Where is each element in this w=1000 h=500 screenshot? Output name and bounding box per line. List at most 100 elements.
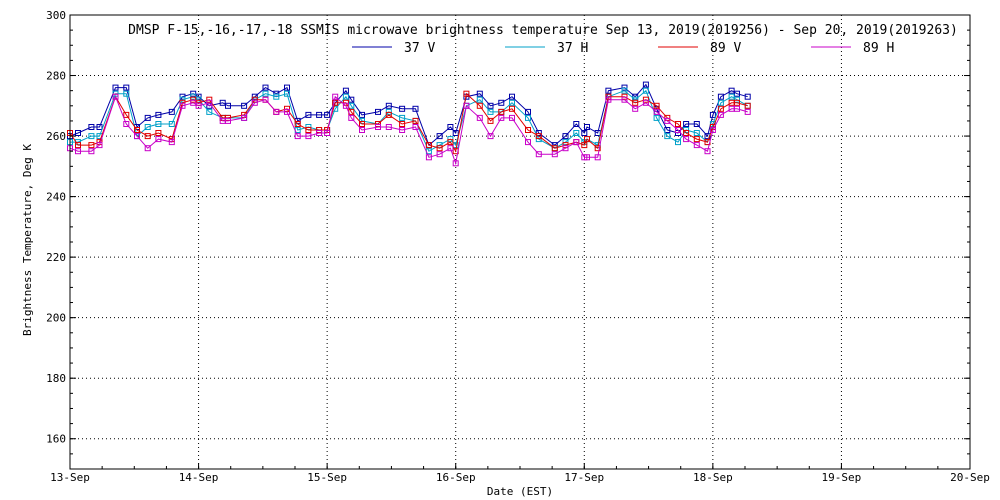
data-point: [664, 127, 671, 133]
data-point: [452, 130, 459, 136]
data-point: [342, 102, 349, 109]
data-point: [675, 127, 681, 133]
data-point: [96, 142, 103, 149]
data-point: [653, 108, 660, 115]
legend-item: 89 V: [658, 41, 741, 56]
data-point: [693, 121, 700, 127]
data-point: [632, 96, 639, 103]
data-point: [704, 148, 711, 155]
x-tick-label: 17-Sep: [564, 471, 604, 484]
y-tick-label: 200: [46, 312, 66, 325]
data-point: [284, 90, 290, 97]
data-point: [206, 99, 213, 106]
data-point: [123, 90, 130, 97]
data-point: [476, 96, 483, 103]
data-point: [385, 102, 392, 109]
data-point: [509, 114, 515, 121]
data-point: [642, 81, 649, 88]
data-point: [262, 96, 269, 103]
chart-title: DMSP F-15,-16,-17,-18 SSMIS microwave br…: [128, 23, 958, 38]
data-point: [359, 121, 365, 127]
data-point: [190, 96, 197, 103]
data-point: [359, 127, 365, 133]
data-point: [155, 121, 162, 127]
data-point: [75, 148, 81, 155]
y-axis: 160 180 200 220 240 260 280 300: [46, 9, 970, 470]
data-point: [155, 111, 162, 118]
data-point: [675, 139, 681, 146]
series-37-v: [67, 81, 751, 149]
data-point: [642, 87, 649, 94]
x-axis-label: Date (EST): [487, 485, 553, 498]
data-point: [112, 93, 119, 100]
data-point: [399, 114, 406, 121]
data-point: [525, 139, 531, 146]
data-point: [452, 160, 459, 167]
data-point: [324, 130, 331, 136]
data-point: [535, 151, 542, 158]
data-point: [683, 130, 690, 136]
data-point: [605, 87, 612, 94]
data-point: [632, 99, 639, 106]
data-point: [551, 151, 558, 158]
data-point: [525, 114, 531, 121]
x-tick-label: 13-Sep: [50, 471, 90, 484]
data-point: [316, 111, 323, 118]
data-point: [385, 111, 392, 118]
data-point: [562, 133, 569, 140]
data-point: [155, 136, 162, 143]
data-point: [436, 151, 443, 158]
legend-item: 37 V: [352, 41, 435, 56]
data-point: [241, 102, 248, 109]
data-point: [535, 130, 542, 136]
data-point: [144, 124, 151, 130]
data-point: [284, 105, 290, 112]
data-point: [664, 133, 671, 140]
data-point: [525, 108, 531, 115]
x-tick-label: 14-Sep: [179, 471, 219, 484]
y-tick-label: 260: [46, 130, 66, 143]
data-point: [112, 84, 119, 91]
data-point: [206, 96, 213, 103]
data-point: [487, 108, 494, 115]
data-point: [683, 121, 690, 127]
data-point: [594, 145, 601, 152]
plot-area: [67, 81, 751, 167]
data-point: [412, 105, 419, 112]
data-point: [447, 145, 454, 152]
legend: 37 V 37 H 89 V 89 H: [352, 41, 894, 56]
x-tick-label: 15-Sep: [307, 471, 347, 484]
data-point: [96, 124, 103, 130]
data-point: [168, 108, 175, 115]
x-tick-label: 20-Sep: [950, 471, 990, 484]
data-point: [664, 117, 671, 124]
data-point: [294, 121, 301, 127]
series-line: [69, 83, 748, 146]
data-point: [316, 130, 323, 136]
data-point: [621, 87, 628, 94]
y-tick-label: 180: [46, 372, 66, 385]
data-point: [88, 148, 95, 155]
data-point: [273, 93, 280, 100]
data-point: [551, 145, 558, 152]
data-point: [562, 142, 569, 149]
data-point: [195, 102, 202, 109]
data-point: [581, 130, 588, 136]
data-point: [693, 130, 700, 136]
data-point: [425, 142, 432, 149]
legend-label: 37 V: [404, 41, 435, 56]
data-point: [734, 99, 740, 106]
data-point: [717, 105, 724, 112]
data-point: [206, 108, 213, 115]
data-point: [683, 136, 690, 143]
data-point: [744, 108, 751, 115]
data-point: [734, 105, 740, 112]
legend-label: 89 H: [863, 41, 894, 56]
data-point: [348, 114, 355, 121]
data-point: [412, 124, 419, 130]
data-point: [251, 96, 258, 103]
data-point: [498, 108, 505, 115]
data-point: [179, 102, 186, 109]
legend-label: 89 V: [710, 41, 741, 56]
